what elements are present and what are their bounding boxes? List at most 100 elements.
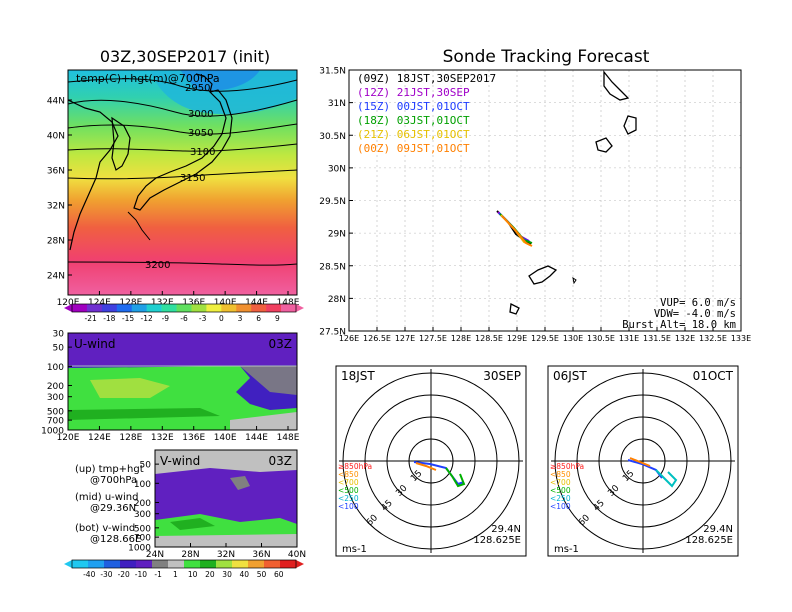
temp-colorbar-swatch xyxy=(191,304,207,312)
hodo-level-label: ≥850hPa xyxy=(338,462,372,471)
wind-colorbar-swatch xyxy=(200,560,217,568)
note-bot-b: @128.66E xyxy=(90,534,141,545)
contour-label-3100: 3100 xyxy=(190,147,215,158)
wind-colorbar-swatch xyxy=(184,560,201,568)
map-y-axis: 44N 40N 36N 32N 28N 24N xyxy=(47,97,72,282)
temp-colorbar-label: 6 xyxy=(256,314,261,323)
temp-colorbar-swatch xyxy=(131,304,147,312)
hodo-right-lat: 29.4N xyxy=(703,524,733,535)
right-title: Sonde Tracking Forecast xyxy=(443,47,650,67)
map-x-label: 124E xyxy=(88,298,111,308)
uwind-y-label: 100 xyxy=(47,363,64,373)
track-x-label: 130E xyxy=(563,334,583,343)
hodo-right-date: 01OCT xyxy=(693,369,734,383)
track-x-label: 132E xyxy=(675,334,695,343)
track-x-axis: 126E 126.5E 127E 127.5E 128E 128.5E 129E 129.5E… xyxy=(339,327,751,343)
wind-colorbar-label: 20 xyxy=(205,570,215,579)
vwind-x-label: 24N xyxy=(146,550,164,560)
temp-colorbar-swatch xyxy=(176,304,192,312)
note-up-b: @700hPa xyxy=(90,475,137,486)
wind-colorbar-swatch xyxy=(248,560,265,568)
contour-3200 xyxy=(67,261,298,266)
uwind-x-label: 132E xyxy=(151,433,174,443)
wind-colorbar-swatch xyxy=(88,560,105,568)
hodo-left-lower-track xyxy=(415,462,437,471)
wind-colorbar-swatch xyxy=(120,560,137,568)
left-title: 03Z,30SEP2017 (init) xyxy=(100,47,270,66)
note-mid-a: (mid) u-wind xyxy=(75,492,138,503)
hodo-left-lat: 29.4N xyxy=(491,524,521,535)
uwind-x-axis: 120E 124E 128E 132E 136E 140E 144E 148E xyxy=(57,426,300,443)
temp-colorbar-swatch xyxy=(266,304,282,312)
launch-18z: (18Z) 03JST,01OCT xyxy=(357,114,470,127)
panel-notes: (up) tmp+hgt @700hPa (mid) u-wind @29.36… xyxy=(75,464,144,545)
contour-label-3000: 3000 xyxy=(188,109,213,120)
hodo-left-unit: ms-1 xyxy=(342,544,367,555)
contour-3100 xyxy=(67,143,298,152)
coastline-korea xyxy=(111,116,131,171)
temp-colorbar-swatch xyxy=(116,304,133,312)
wind-colorbar-label: 10 xyxy=(188,570,198,579)
vwind-y-label: 100 xyxy=(134,480,151,490)
track-x-label: 126E xyxy=(339,334,359,343)
temp-colorbar-swatch xyxy=(86,304,103,312)
map-x-label: 132E xyxy=(151,298,174,308)
wind-colorbar-label: 30 xyxy=(222,570,232,579)
burst-alt-value: Burst Alt= 18.0 km xyxy=(622,319,736,331)
wind-colorbar-swatch xyxy=(216,560,233,568)
uwind-x-label: 136E xyxy=(182,433,205,443)
track-y-label: 31.5N xyxy=(319,67,346,77)
map-x-label: 148E xyxy=(277,298,300,308)
wind-colorbar-swatch xyxy=(232,560,249,568)
hodo-left-time: 18JST xyxy=(341,369,375,383)
map-y-label: 44N xyxy=(47,97,65,107)
track-y-label: 29.5N xyxy=(319,197,346,207)
temp-colorbar-swatch xyxy=(221,304,237,312)
cold-region xyxy=(150,70,297,115)
track-y-label: 28N xyxy=(328,295,346,305)
hodo-level-label: <700 xyxy=(550,478,571,487)
temp-colorbar-label: 0 xyxy=(219,314,224,323)
track-y-label: 30N xyxy=(328,164,346,174)
vwind-y-label: 200 xyxy=(134,499,151,509)
wind-colorbar-label: 1 xyxy=(173,570,178,579)
uwind-x-label: 140E xyxy=(214,433,237,443)
wind-colorbar-label: 40 xyxy=(240,570,250,579)
wind-colorbar-label: 50 xyxy=(257,570,267,579)
hodo-right-time: 06JST xyxy=(553,369,587,383)
wind-colorbar: -40 -30 -20 -10 -1 1 10 20 30 40 50 60 xyxy=(64,559,304,579)
coastline-ryukyu xyxy=(127,211,151,241)
hodo-level-label: <500 xyxy=(550,486,571,495)
coastline-mainland xyxy=(67,99,119,251)
map-label: temp(C)+hgt(m)@700hPa xyxy=(76,72,220,85)
hodo-level-label: <850 xyxy=(338,470,359,479)
map-y-label: 32N xyxy=(47,202,65,212)
track-x-label: 129.5E xyxy=(531,334,559,343)
vwind-y-label: 700 xyxy=(134,534,151,544)
map-x-axis: 120E 124E 128E 132E 136E 140E 144E 148E xyxy=(57,291,300,308)
uwind-x-label: 128E xyxy=(119,433,142,443)
temp-colorbar-swatch xyxy=(206,304,222,312)
uwind-strong xyxy=(90,378,170,398)
uwind-panel: U-wind 03Z xyxy=(67,332,298,431)
wind-colorbar-label: -20 xyxy=(118,570,130,579)
vup-value: VUP= 6.0 m/s xyxy=(660,297,736,309)
temp-colorbar-swatch xyxy=(72,304,88,312)
map-x-label: 128E xyxy=(119,298,142,308)
track-x-label: 128.5E xyxy=(475,334,503,343)
wind-colorbar-label: -10 xyxy=(135,570,147,579)
track-x-label: 133E xyxy=(731,334,751,343)
temp-colorbar-swatch xyxy=(161,304,177,312)
wind-colorbar-swatch xyxy=(280,560,297,568)
temp-colorbar-label: -21 xyxy=(85,314,97,323)
track-x-label: 131E xyxy=(619,334,639,343)
track-y-label: 31N xyxy=(328,99,346,109)
launch-00z: (00Z) 09JST,01OCT xyxy=(357,142,470,155)
track-x-label: 132.5E xyxy=(699,334,727,343)
wind-colorbar-label: -30 xyxy=(100,570,112,579)
temp-colorbar-label: -9 xyxy=(162,314,170,323)
island-kikai xyxy=(572,276,577,285)
wind-colorbar-label: -1 xyxy=(154,570,162,579)
